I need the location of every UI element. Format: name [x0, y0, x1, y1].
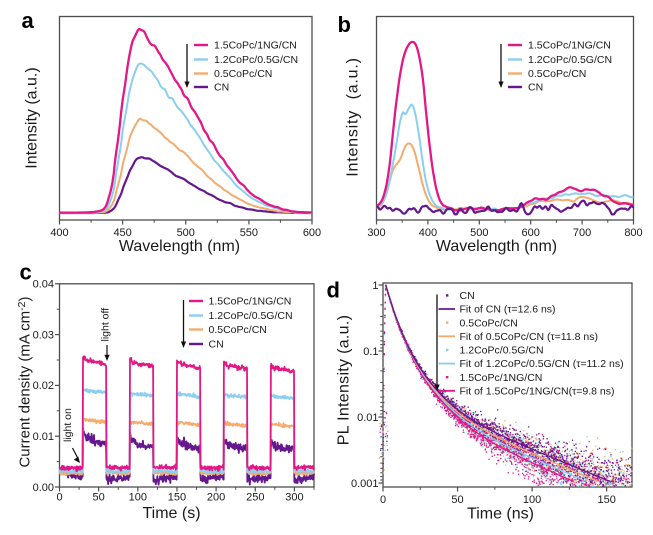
svg-text:Wavelength (nm): Wavelength (nm)	[119, 238, 240, 255]
svg-text:PL Intensity (a.u.): PL Intensity (a.u.)	[336, 315, 353, 446]
svg-text:0.03: 0.03	[33, 329, 54, 341]
svg-text:1.5CoPc/1NG/CN: 1.5CoPc/1NG/CN	[528, 40, 611, 52]
svg-text:50: 50	[93, 492, 105, 504]
svg-text:Time (ns): Time (ns)	[467, 506, 534, 523]
svg-text:400: 400	[419, 227, 437, 239]
svg-text:150: 150	[597, 494, 615, 506]
svg-text:1.2CoPc/0.5G/CN: 1.2CoPc/0.5G/CN	[214, 54, 298, 66]
svg-text:1.5CoPc/1NG/CN: 1.5CoPc/1NG/CN	[214, 40, 297, 52]
svg-text:100: 100	[523, 494, 541, 506]
svg-text:100: 100	[129, 492, 147, 504]
svg-text:300: 300	[285, 492, 303, 504]
svg-text:0.02: 0.02	[33, 380, 54, 392]
svg-text:a: a	[22, 8, 35, 33]
svg-text:0.01: 0.01	[33, 431, 54, 443]
svg-text:CN: CN	[209, 339, 224, 351]
svg-text:d: d	[327, 278, 340, 303]
svg-text:0.1: 0.1	[363, 346, 378, 358]
svg-text:1.5CoPc/1NG/CN: 1.5CoPc/1NG/CN	[460, 372, 543, 384]
svg-text:light on: light on	[62, 408, 74, 442]
svg-text:CN: CN	[528, 82, 543, 94]
svg-text:1.2CoPc/0.5G/CN: 1.2CoPc/0.5G/CN	[528, 54, 612, 66]
svg-text:0.001: 0.001	[351, 478, 379, 490]
svg-text:200: 200	[207, 492, 225, 504]
svg-text:Intensity (a.u.): Intensity (a.u.)	[345, 57, 362, 176]
svg-text:Fit of 0.5CoPc/CN (τ=11.8 ns): Fit of 0.5CoPc/CN (τ=11.8 ns)	[460, 331, 598, 343]
svg-text:c: c	[20, 260, 32, 285]
svg-text:500: 500	[470, 227, 488, 239]
svg-text:150: 150	[168, 492, 186, 504]
svg-text:0.5CoPc/CN: 0.5CoPc/CN	[460, 317, 518, 329]
svg-text:0.5CoPc/CN: 0.5CoPc/CN	[528, 68, 586, 80]
svg-text:250: 250	[246, 492, 264, 504]
svg-text:450: 450	[113, 227, 131, 239]
svg-text:0.01: 0.01	[357, 412, 378, 424]
svg-text:Fit of 1.5CoPc/1NG/CN(τ=9.8 ns: Fit of 1.5CoPc/1NG/CN(τ=9.8 ns)	[460, 385, 615, 397]
svg-text:Time (s): Time (s)	[142, 505, 200, 522]
svg-text:Fit of CN (τ=12.6 ns): Fit of CN (τ=12.6 ns)	[460, 304, 556, 316]
svg-text:1.5CoPc/1NG/CN: 1.5CoPc/1NG/CN	[209, 296, 292, 308]
svg-text:600: 600	[303, 227, 321, 239]
svg-text:400: 400	[50, 227, 68, 239]
svg-text:b: b	[338, 12, 351, 37]
svg-text:550: 550	[240, 227, 258, 239]
svg-text:1.2CoPc/0.5G/CN: 1.2CoPc/0.5G/CN	[460, 345, 544, 357]
svg-text:Current density (mA cm-2): Current density (mA cm-2)	[16, 296, 34, 467]
svg-text:CN: CN	[214, 82, 229, 94]
svg-text:1.2CoPc/0.5G/CN: 1.2CoPc/0.5G/CN	[209, 310, 293, 322]
svg-text:0.5CoPc/CN: 0.5CoPc/CN	[209, 324, 267, 336]
svg-text:CN: CN	[460, 290, 475, 302]
svg-text:Intensity (a.u.): Intensity (a.u.)	[24, 67, 41, 168]
svg-text:800: 800	[624, 227, 642, 239]
svg-text:50: 50	[451, 494, 463, 506]
svg-text:0: 0	[56, 492, 62, 504]
svg-text:1: 1	[372, 280, 378, 292]
svg-text:0.5CoPc/CN: 0.5CoPc/CN	[214, 68, 272, 80]
svg-text:700: 700	[573, 227, 591, 239]
svg-text:0: 0	[380, 494, 386, 506]
svg-text:0.00: 0.00	[33, 482, 54, 494]
svg-text:600: 600	[522, 227, 540, 239]
svg-text:light off: light off	[100, 308, 112, 342]
svg-text:Wavelength (nm): Wavelength (nm)	[436, 238, 557, 255]
svg-text:300: 300	[367, 227, 385, 239]
svg-text:500: 500	[177, 227, 195, 239]
svg-text:Fit of 1.2CoPc/0.5G/CN (τ=11.2: Fit of 1.2CoPc/0.5G/CN (τ=11.2 ns)	[460, 358, 624, 370]
svg-text:0.04: 0.04	[33, 279, 54, 291]
